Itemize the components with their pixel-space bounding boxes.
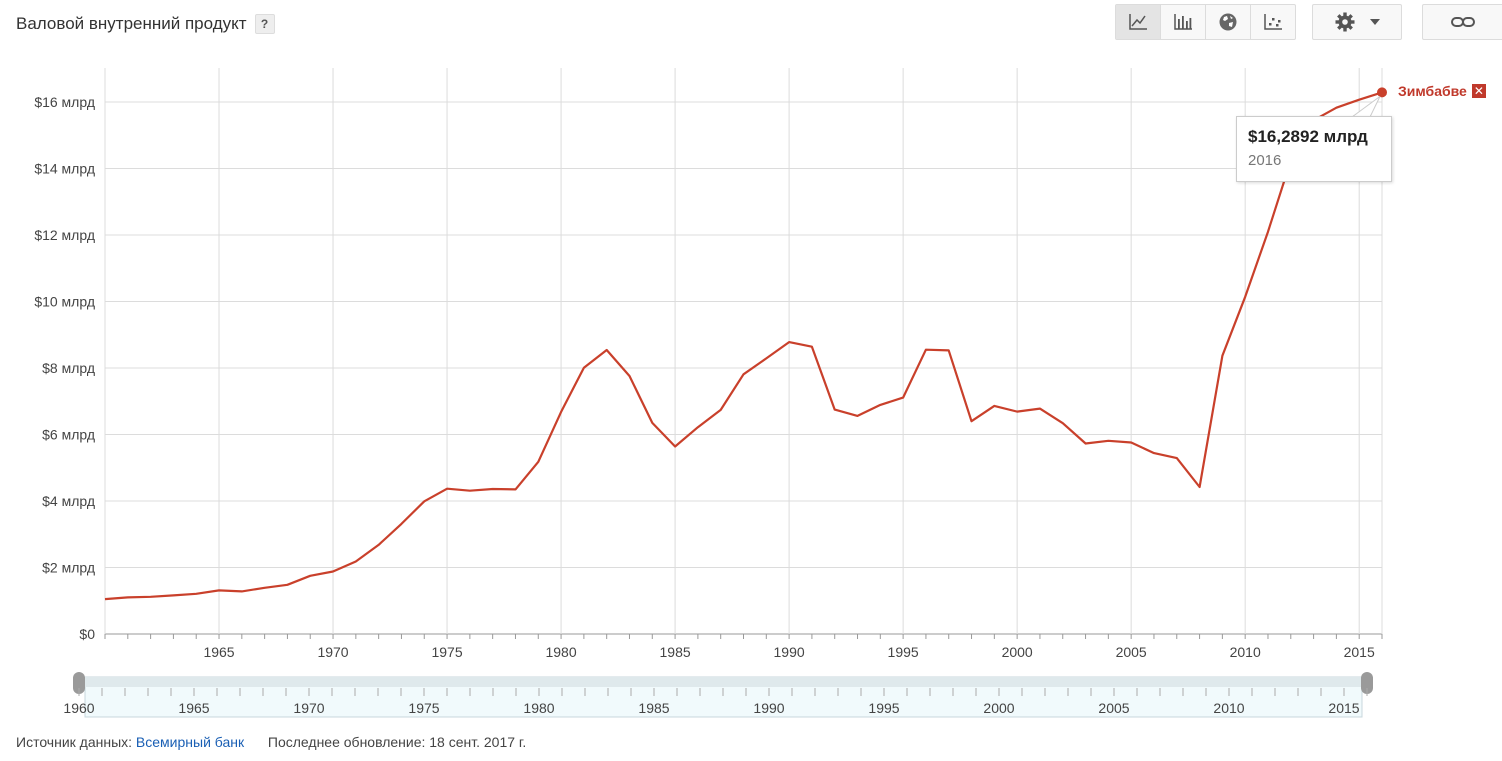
x-tick-label: 1965 [203,644,234,660]
y-tick-label: $2 млрд [42,560,95,576]
y-tick-label: $16 млрд [34,94,95,110]
range-tick-label: 1975 [408,700,439,716]
bar-chart-button[interactable] [1160,5,1205,39]
range-handle-left [73,672,85,694]
range-tick-label: 1980 [523,700,554,716]
range-tick-label: 1985 [638,700,669,716]
link-button[interactable] [1422,4,1502,40]
y-tick-label: $10 млрд [34,294,95,310]
source-prefix: Источник данных: [16,734,133,750]
last-updated: Последнее обновление: 18 сент. 2017 г. [267,734,527,750]
y-tick-label: $14 млрд [34,161,95,177]
tooltip-year: 2016 [1248,152,1282,169]
globe-icon [1219,13,1237,31]
link-icon [1451,17,1475,27]
line-chart-icon [1129,14,1147,30]
bar-chart-icon [1174,14,1192,30]
tooltip-pointer [1350,95,1381,118]
source-link[interactable]: Всемирный банк [135,734,245,750]
series-line [104,91,1383,601]
range-tick-label: 2005 [1098,700,1129,716]
remove-series-button[interactable]: ✕ [1471,84,1486,98]
chevron-down-icon [1370,19,1380,25]
gear-icon [1335,12,1355,32]
scatter-icon [1264,14,1282,30]
range-tick-label: 1990 [753,700,784,716]
y-tick-label: $6 млрд [42,427,95,443]
series-legend-label: Зимбабве ✕ [1398,83,1486,99]
y-tick-label: $4 млрд [42,493,95,509]
chart-header: Валовой внутренний продукт ? [16,14,275,34]
y-tick-label: $12 млрд [34,227,95,243]
range-tick-label: 1995 [868,700,899,716]
footer: Источник данных: Всемирный банк Последне… [16,734,526,750]
last-point-marker [1377,87,1387,98]
x-tick-label: 1995 [888,644,919,660]
x-tick-label: 2000 [1002,644,1033,660]
chart-title: Валовой внутренний продукт [16,14,247,33]
scatter-button[interactable] [1250,5,1295,39]
grid [104,68,1383,635]
range-tick-label: 2015 [1328,700,1359,716]
help-button[interactable]: ? [254,14,275,34]
series [104,87,1387,601]
line-chart-button[interactable] [1116,5,1160,39]
range-tick-label: 2000 [983,700,1014,716]
x-tick-label: 1970 [317,644,348,660]
range-handle-right [1361,672,1373,694]
y-tick-label: $8 млрд [42,360,95,376]
x-tick-label: 2015 [1344,644,1375,660]
x-tick-label: 1980 [545,644,576,660]
x-tick-label: 2005 [1116,644,1147,660]
settings-button[interactable] [1312,4,1402,40]
range-tick-label: 1960 [63,700,94,716]
range-bar [85,677,1362,687]
tooltip-value: $16,2892 млрд [1248,127,1368,146]
chart-type-toolbar [1115,4,1296,40]
line-chart: $0 $2 млрд $4 млрд $6 млрд $8 млрд $10 млрд $1… [34,68,1387,718]
axes: $0 $2 млрд $4 млрд $6 млрд $8 млрд $10 млрд $1… [34,94,1383,660]
x-tick-label: 1975 [431,644,462,660]
value-tooltip: $16,2892 млрд 2016 [1236,116,1392,182]
range-tick-label: 1970 [293,700,324,716]
series-name: Зимбабве [1398,83,1467,99]
range-tick-label: 2010 [1213,700,1244,716]
range-selector[interactable]: 1960 1965 1970 1975 1980 1985 1990 1995 2000 2005… [63,672,1373,718]
y-tick-label: $0 [79,626,95,642]
x-tick-label: 1990 [774,644,805,660]
x-tick-label: 1985 [660,644,691,660]
x-tick-label: 2010 [1230,644,1261,660]
map-button[interactable] [1205,5,1250,39]
range-tick-label: 1965 [178,700,209,716]
